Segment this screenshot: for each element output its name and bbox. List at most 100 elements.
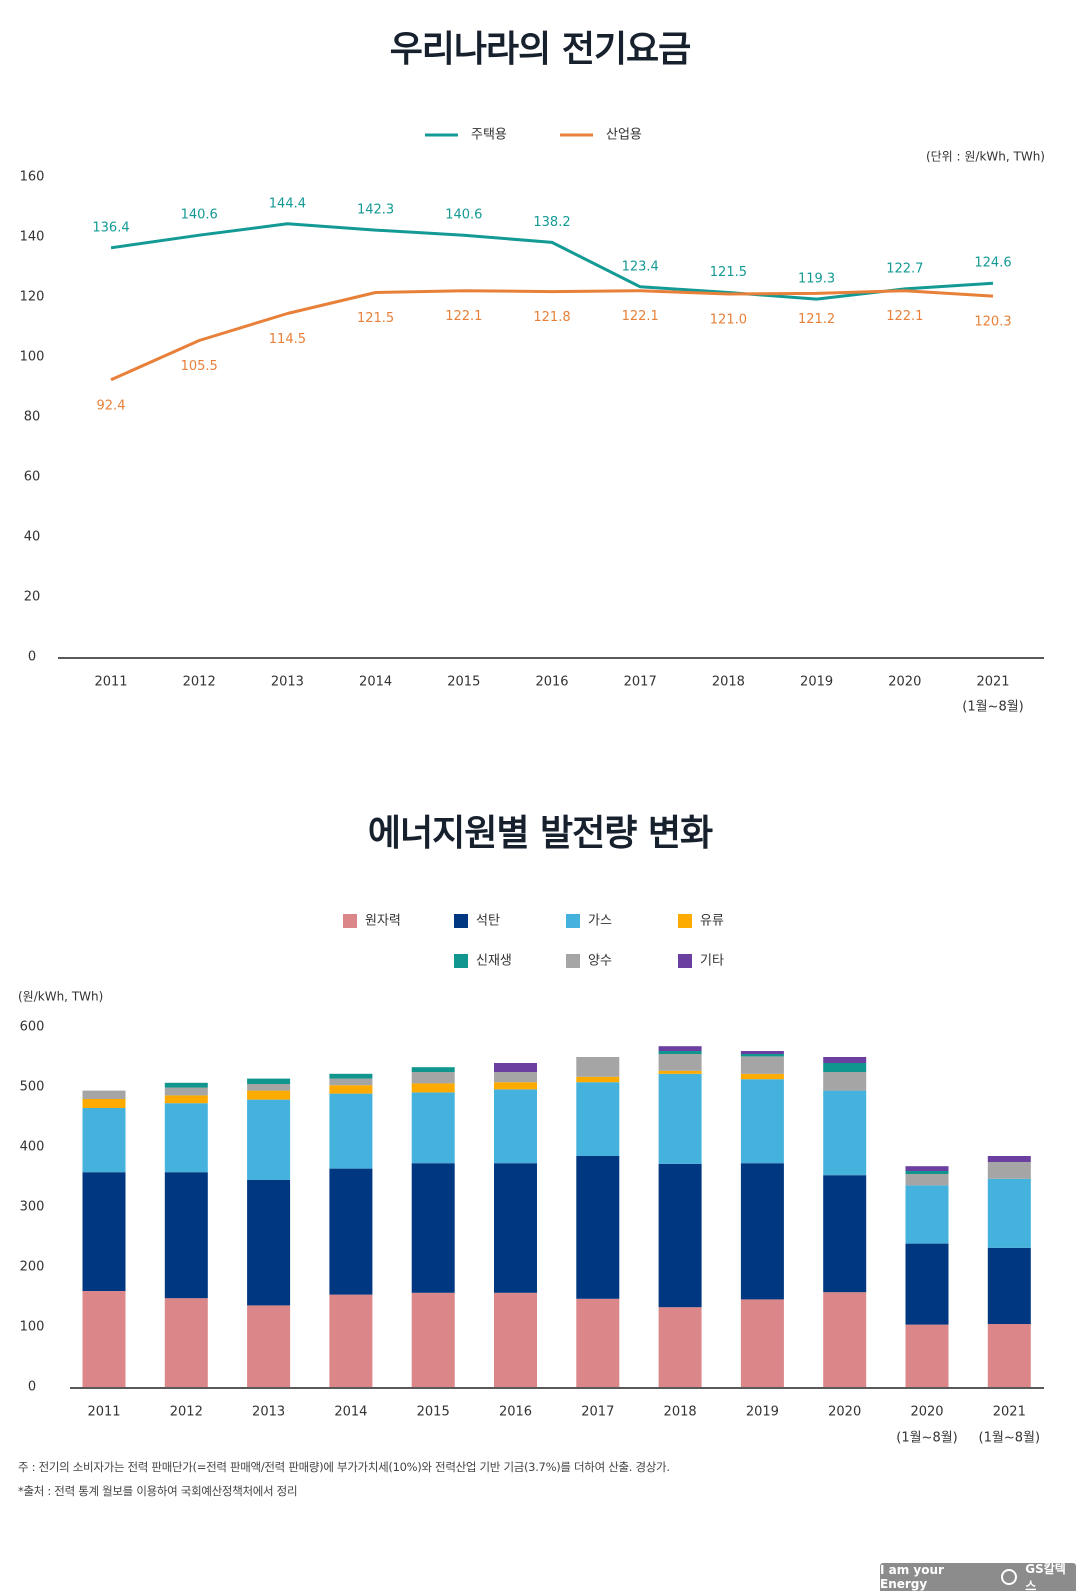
data-label: 122.1	[622, 309, 659, 324]
bar-segment-원자력	[247, 1305, 291, 1387]
bar-segment-석탄	[82, 1172, 126, 1291]
x-tick-label: 2011	[87, 1405, 120, 1420]
y-tick-label: 500	[20, 1080, 45, 1095]
gs-caltex-logo: I am your Energy GS칼텍스	[880, 1562, 1076, 1593]
series-line-산업용	[110, 289, 994, 382]
bar-segment-신재생	[164, 1082, 208, 1088]
legend-swatch	[566, 954, 580, 968]
bar-segment-석탄	[823, 1175, 867, 1293]
data-label: 144.4	[269, 196, 306, 211]
legend-swatch	[566, 914, 580, 928]
legend-swatch	[454, 954, 468, 968]
data-label: 121.0	[710, 313, 747, 328]
bar-segment-유류	[164, 1095, 208, 1104]
data-label: 121.2	[798, 312, 835, 327]
y-tick-label: 300	[20, 1200, 45, 1215]
y-tick-label: 60	[24, 470, 41, 485]
bar-segment-가스	[658, 1073, 702, 1164]
source-note: *출처 : 전력 통계 월보를 이용하여 국회예산정책처에서 정리	[18, 1484, 298, 1498]
bar-segment-석탄	[576, 1156, 620, 1299]
bar-segment-가스	[576, 1082, 620, 1156]
bar-segment-기타	[905, 1166, 949, 1171]
legend-label: 석탄	[476, 914, 500, 929]
x-tick-label: 2013	[252, 1405, 285, 1420]
bar-segment-양수	[658, 1054, 702, 1071]
bar-segment-석탄	[247, 1180, 291, 1306]
bar-segment-기타	[740, 1051, 784, 1054]
bar-segment-가스	[823, 1090, 867, 1176]
gs-logo-icon	[1001, 1569, 1018, 1585]
x-tick-label: 2016	[499, 1405, 532, 1420]
bar-segment-석탄	[987, 1247, 1031, 1324]
bar-segment-가스	[494, 1089, 537, 1164]
x-tick-label: 2012	[170, 1405, 203, 1420]
legend-label: 원자력	[365, 914, 401, 929]
y-tick-label: 40	[24, 530, 41, 545]
x-tick-label: 2015	[447, 675, 480, 690]
y-tick-label: 600	[20, 1020, 45, 1035]
data-label: 136.4	[92, 220, 129, 235]
bar-segment-양수	[987, 1162, 1031, 1179]
bar-segment-가스	[740, 1079, 784, 1164]
x-tick-label: 2021	[976, 675, 1009, 690]
y-tick-label: 120	[20, 290, 45, 305]
bar-segment-원자력	[576, 1298, 620, 1387]
footnote: 주 : 전기의 소비자가는 전력 판매단가(=전력 판매액/전력 판매량)에 부…	[18, 1460, 670, 1474]
data-label: 138.2	[533, 215, 570, 230]
data-label: 121.5	[357, 311, 394, 326]
x-tick-sublabel: (1월~8월)	[962, 700, 1024, 715]
bar-segment-신재생	[329, 1073, 373, 1079]
legend-label: 유류	[700, 914, 724, 929]
bar-segment-신재생	[247, 1078, 291, 1084]
x-tick-label: 2017	[624, 675, 657, 690]
unit-label: (원/kWh, TWh)	[18, 990, 103, 1004]
data-label: 114.5	[269, 332, 306, 347]
bar-segment-가스	[905, 1185, 949, 1244]
bar-segment-가스	[987, 1178, 1031, 1248]
data-label: 105.5	[181, 359, 218, 374]
x-tick-label: 2013	[271, 675, 304, 690]
logo-slogan: I am your Energy	[880, 1563, 944, 1591]
bar-segment-신재생	[823, 1063, 867, 1072]
bar-segment-기타	[494, 1063, 537, 1072]
bar-segment-양수	[82, 1090, 126, 1099]
bar-segment-양수	[164, 1087, 208, 1096]
data-label: 122.1	[886, 309, 923, 324]
legend-swatch	[343, 914, 357, 928]
x-tick-label: 2011	[94, 675, 127, 690]
bar-segment-석탄	[164, 1172, 208, 1299]
bar-segment-신재생	[658, 1051, 702, 1054]
x-tick-label: 2018	[664, 1405, 697, 1420]
data-label: 120.3	[974, 315, 1011, 330]
legend-swatch	[454, 914, 468, 928]
unit-label: (단위 : 원/kWh, TWh)	[926, 150, 1045, 164]
bar-segment-유류	[658, 1070, 702, 1074]
x-tick-label: 2021	[993, 1405, 1026, 1420]
series-line-주택용	[110, 222, 994, 301]
bar-segment-가스	[329, 1093, 373, 1169]
bar-segment-양수	[823, 1072, 867, 1091]
y-tick-label: 20	[24, 590, 41, 605]
bar-segment-원자력	[494, 1292, 537, 1387]
x-tick-label: 2019	[800, 675, 833, 690]
bar-segment-석탄	[494, 1163, 537, 1293]
data-label: 140.6	[181, 208, 218, 223]
bar-segment-가스	[411, 1092, 455, 1164]
bar-segment-유류	[329, 1085, 373, 1094]
x-tick-label: 2020	[888, 675, 921, 690]
bar-segment-원자력	[740, 1299, 784, 1387]
legend-label: 기타	[700, 954, 724, 969]
legend-label: 산업용	[606, 128, 642, 143]
x-tick-label: 2012	[183, 675, 216, 690]
data-label: 122.7	[886, 261, 923, 276]
y-tick-label: 140	[20, 230, 45, 245]
logo-brand: GS칼텍스	[1025, 1562, 1066, 1593]
bar-segment-양수	[740, 1056, 784, 1074]
bar-segment-원자력	[164, 1298, 208, 1387]
legend-label: 신재생	[476, 954, 512, 969]
data-label: 122.1	[445, 309, 482, 324]
data-label: 123.4	[622, 259, 659, 274]
bar-segment-원자력	[905, 1324, 949, 1387]
x-tick-label: 2015	[417, 1405, 450, 1420]
y-tick-label: 100	[20, 350, 45, 365]
